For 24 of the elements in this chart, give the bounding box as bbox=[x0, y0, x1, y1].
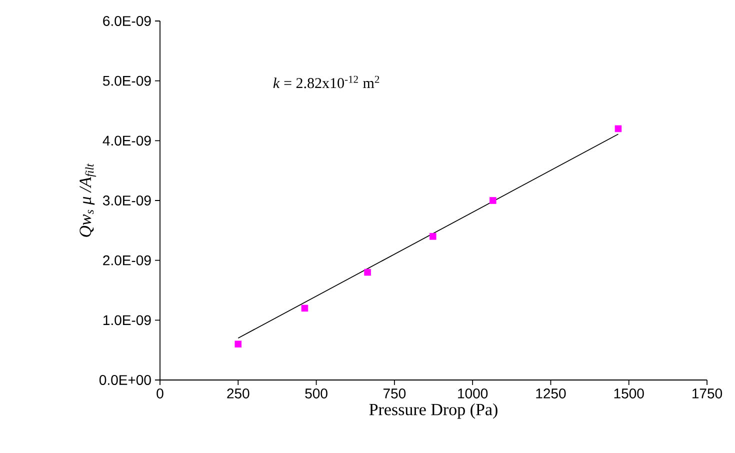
x-tick-label: 750 bbox=[383, 388, 406, 398]
x-tick-label: 250 bbox=[227, 388, 250, 398]
x-tick-label: 500 bbox=[305, 388, 328, 398]
y-tick-label: 4.0E-09 bbox=[102, 136, 151, 146]
point bbox=[489, 197, 496, 204]
x-tick-label: 1000 bbox=[458, 388, 488, 398]
point bbox=[614, 125, 622, 132]
y-tick-label: 3.0E-09 bbox=[102, 196, 151, 206]
point bbox=[429, 233, 436, 240]
annotation: k = 2.82x10$^{-12}$ m$^{2}$ bbox=[273, 76, 380, 88]
x-tick-label: 0 bbox=[156, 388, 164, 398]
x-tick-label: 1250 bbox=[536, 388, 566, 398]
x-tick-label: 1750 bbox=[692, 388, 722, 398]
y-axis-title: Qw$_{s}$ μ /A$_{filt}$ bbox=[80, 163, 96, 237]
y-tick-label: 5.0E-09 bbox=[103, 76, 151, 86]
point bbox=[364, 268, 371, 276]
point bbox=[301, 304, 308, 312]
point bbox=[234, 340, 242, 348]
x-tick-label: 1500 bbox=[614, 388, 644, 398]
y-tick-label: 1.0E-09 bbox=[104, 315, 151, 326]
y-tick-label: 2.0E-09 bbox=[103, 255, 151, 266]
x-axis-title: Pressure Drop (Pa) bbox=[369, 403, 498, 419]
y-tick-label: 6.0E-09 bbox=[103, 16, 151, 26]
y-tick-label: 0.0E+00 bbox=[99, 375, 151, 385]
